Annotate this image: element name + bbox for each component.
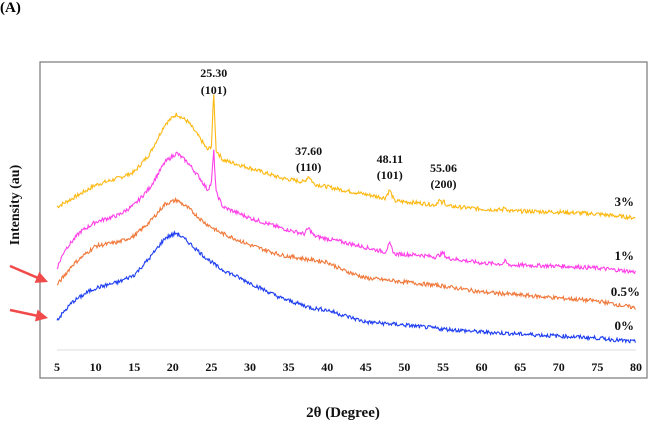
series-line-0-5pct [56,196,636,310]
x-tick-label: 30 [244,360,256,374]
panel-label: (A) [0,0,21,16]
x-tick-label: 70 [553,360,565,374]
series-label: 1% [615,248,635,263]
series-label: 0% [615,318,635,333]
x-tick-label: 10 [90,360,102,374]
arrow-icon [9,308,41,318]
arrow-head-icon [34,271,48,283]
miller-index-label: (101) [201,83,227,97]
x-tick-label: 40 [321,360,333,374]
plot-frame [39,61,648,379]
arrow-icon [9,264,41,280]
miller-index-label: (101) [377,168,403,182]
x-tick-label: 60 [476,360,488,374]
series-label: 0.5% [611,284,640,299]
miller-index-label: (110) [296,160,321,174]
x-tick-label: 15 [128,360,140,374]
x-tick-label: 65 [514,360,526,374]
x-tick-label: 5 [54,360,60,374]
x-tick-label: 25 [205,360,217,374]
series-line-3pct [56,94,636,221]
series-line-0pct [56,230,636,344]
x-tick-label: 75 [591,360,603,374]
x-tick-label: 50 [398,360,410,374]
x-tick-label: 45 [360,360,372,374]
x-tick-label: 20 [167,360,179,374]
peak-position-label: 37.60 [295,144,322,158]
x-axis-label: 2θ (Degree) [306,405,380,421]
peak-position-label: 55.06 [430,161,457,175]
series-label: 3% [615,194,635,209]
arrow-head-icon [35,309,48,322]
x-tick-label: 80 [630,360,642,374]
miller-index-label: (200) [430,177,456,191]
series-line-1pct [56,149,636,275]
peak-position-label: 25.30 [200,66,227,80]
y-axis-label: Intensity (au) [8,164,23,245]
x-tick-label: 35 [283,360,295,374]
peak-position-label: 48.11 [377,152,403,166]
x-tick-label: 55 [437,360,449,374]
